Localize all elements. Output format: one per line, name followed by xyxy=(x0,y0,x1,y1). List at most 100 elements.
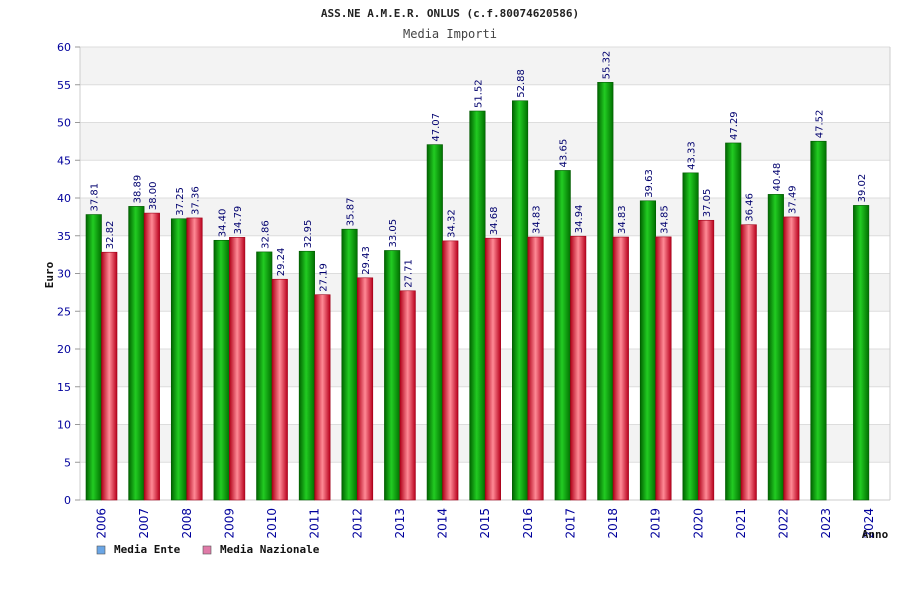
y-tick-label: 20 xyxy=(57,343,71,356)
data-label: 37.36 xyxy=(191,186,202,215)
x-tick-label-2008: 2008 xyxy=(180,508,194,539)
x-tick-label-2021: 2021 xyxy=(734,508,748,539)
bar-nazionale-2012 xyxy=(356,277,374,501)
legend-label: Media Ente xyxy=(114,543,181,556)
bar-ente-2023 xyxy=(810,140,827,501)
y-tick-label: 45 xyxy=(57,154,71,167)
chart-title: ASS.NE A.M.E.R. ONLUS (c.f.80074620586) xyxy=(321,7,579,20)
bar-nazionale-2013 xyxy=(399,290,416,501)
bar-ente-2021 xyxy=(725,142,742,501)
data-label: 39.02 xyxy=(857,174,868,203)
bar-ente-2013 xyxy=(384,250,401,501)
bar-ente-2019 xyxy=(639,200,657,501)
x-tick-label-2006: 2006 xyxy=(95,508,109,539)
data-label: 34.40 xyxy=(218,209,229,238)
data-label: 34.68 xyxy=(489,207,500,236)
bar-ente-2011 xyxy=(298,250,315,501)
bar-nazionale-2019 xyxy=(655,236,672,501)
chart-subtitle: Media Importi xyxy=(403,27,497,41)
bar-nazionale-2021 xyxy=(740,224,757,501)
bar-nazionale-2022 xyxy=(783,216,800,501)
legend-swatch xyxy=(202,545,212,555)
data-label: 55.32 xyxy=(601,51,612,80)
x-tick-label-2016: 2016 xyxy=(521,508,535,539)
data-label: 27.71 xyxy=(404,259,415,288)
y-tick-label: 25 xyxy=(57,305,71,318)
data-label: 32.95 xyxy=(303,220,314,249)
bar-nazionale-2014 xyxy=(442,240,459,501)
y-tick-label: 0 xyxy=(64,494,71,507)
data-label: 40.48 xyxy=(772,163,783,192)
y-axis-ticks: 0 5 10 15 20 25 30 35 40 45 50 55 60 xyxy=(57,41,80,507)
bar-nazionale-2015 xyxy=(484,237,501,501)
x-tick-label-2018: 2018 xyxy=(606,508,620,539)
x-tick-label-2009: 2009 xyxy=(222,508,236,539)
bar-nazionale-2010 xyxy=(271,278,288,501)
data-label: 39.63 xyxy=(644,169,655,198)
x-tick-label-2012: 2012 xyxy=(350,508,364,539)
data-label: 29.43 xyxy=(361,246,372,275)
x-axis-label: Anno xyxy=(862,528,889,541)
plot-band xyxy=(80,47,890,85)
data-label: 37.81 xyxy=(90,183,101,212)
bar-nazionale-2006 xyxy=(101,251,118,501)
data-label: 32.86 xyxy=(260,220,271,249)
y-tick-label: 60 xyxy=(57,41,71,54)
x-tick-label-2013: 2013 xyxy=(393,508,407,539)
data-label: 37.25 xyxy=(175,187,186,216)
bar-nazionale-2020 xyxy=(698,219,715,501)
data-label: 32.82 xyxy=(105,221,116,250)
bar-nazionale-2018 xyxy=(612,236,629,501)
legend-label: Media Nazionale xyxy=(220,543,320,556)
bar-nazionale-2016 xyxy=(527,236,544,501)
data-label: 51.52 xyxy=(473,79,484,108)
data-label: 34.94 xyxy=(574,205,585,234)
data-label: 33.05 xyxy=(388,219,399,248)
data-label: 47.07 xyxy=(431,113,442,142)
x-tick-label-2017: 2017 xyxy=(563,508,577,539)
y-tick-label: 10 xyxy=(57,419,71,432)
data-label: 52.88 xyxy=(516,69,527,98)
bar-ente-2017 xyxy=(554,170,571,501)
bar-ente-2015 xyxy=(469,110,486,501)
x-tick-label-2024: 2024 xyxy=(862,508,876,539)
x-tick-label-2020: 2020 xyxy=(691,508,705,539)
data-label: 43.65 xyxy=(559,139,570,168)
y-tick-label: 5 xyxy=(64,456,71,469)
bar-ente-2009 xyxy=(213,239,230,501)
x-tick-label-2015: 2015 xyxy=(478,508,492,539)
data-label: 37.05 xyxy=(702,189,713,218)
data-label: 43.33 xyxy=(687,141,698,170)
x-tick-label-2014: 2014 xyxy=(436,508,450,539)
bar-ente-2020 xyxy=(682,172,699,501)
data-label: 34.85 xyxy=(659,205,670,234)
bar-ente-2014 xyxy=(426,144,443,501)
data-label: 37.49 xyxy=(787,185,798,214)
bar-ente-2024 xyxy=(853,205,870,501)
bar-ente-2007 xyxy=(128,206,145,501)
bar-ente-2006 xyxy=(85,214,102,501)
x-tick-label-2011: 2011 xyxy=(308,508,322,539)
data-label: 35.87 xyxy=(346,198,357,227)
bar-nazionale-2011 xyxy=(314,294,331,501)
data-label: 47.29 xyxy=(729,111,740,140)
bar-nazionale-2007 xyxy=(143,212,160,501)
bar-ente-2016 xyxy=(512,100,529,501)
bar-ente-2012 xyxy=(341,228,358,501)
legend-swatch xyxy=(96,545,106,555)
y-tick-label: 35 xyxy=(57,230,71,243)
data-label: 38.00 xyxy=(148,181,159,210)
bar-ente-2008 xyxy=(170,218,188,501)
y-tick-label: 40 xyxy=(57,192,71,205)
y-axis-label: Euro xyxy=(43,261,56,288)
data-label: 34.32 xyxy=(446,209,457,238)
bar-nazionale-2008 xyxy=(186,217,203,501)
y-tick-label: 30 xyxy=(57,268,71,281)
data-label: 36.46 xyxy=(745,193,756,222)
bars: 37.81 32.82 38.89 38.00 37.25 37.36 34.40 34.79… xyxy=(85,51,870,501)
data-label: 34.83 xyxy=(617,205,628,234)
x-tick-label-2023: 2023 xyxy=(819,508,833,539)
data-label: 29.24 xyxy=(276,248,287,277)
y-tick-label: 50 xyxy=(57,117,71,130)
data-label: 34.79 xyxy=(233,206,244,235)
